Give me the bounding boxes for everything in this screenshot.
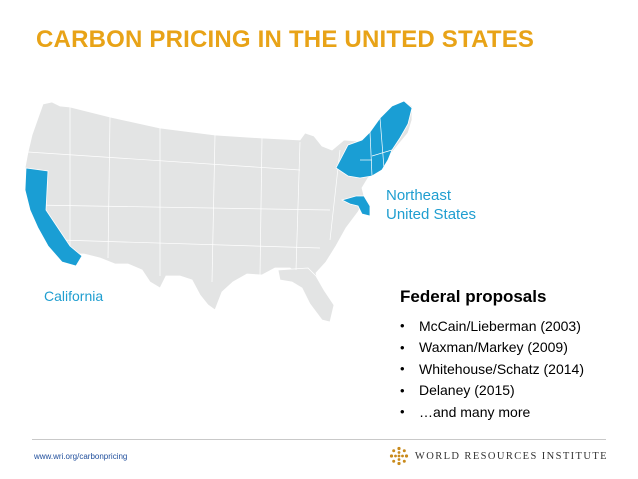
proposal-item: • McCain/Lieberman (2003) [400,315,636,337]
proposal-item: • Whitehouse/Schatz (2014) [400,358,636,380]
northeast-label-line-1: Northeast [386,187,452,204]
wri-dots-logo-icon [389,446,409,466]
proposal-text: Whitehouse/Schatz (2014) [419,360,584,377]
northeast-label: Northeast United States [386,186,476,224]
bullet-icon: • [400,361,405,377]
state-borders [27,107,341,283]
bullet-icon: • [400,404,405,420]
proposal-item: • Waxman/Markey (2009) [400,337,636,359]
org-logo: WORLD RESOURCES INSTITUTE [389,446,608,466]
proposal-text: Delaney (2015) [419,382,515,399]
northeast-label-line-2: United States [386,206,477,223]
maryland-delaware-shape [340,195,371,217]
california-label: California [44,288,104,304]
proposal-text: Waxman/Markey (2009) [419,339,568,356]
bullet-icon: • [400,382,405,398]
proposals-heading: Federal proposals [400,287,547,306]
org-name: WORLD RESOURCES INSTITUTE [414,450,608,462]
proposal-list: • McCain/Lieberman (2003) • Waxman/Markey … [400,315,636,423]
bullet-icon: • [400,318,405,334]
california-shape [24,167,83,267]
footer-url-link[interactable]: www.wri.org/carbonpricing [34,452,128,461]
footer-divider [32,439,606,440]
florida-shape [277,267,335,323]
northeast-shape [335,100,413,179]
northeast-state-borders [360,117,393,177]
proposal-item: • …and many more [400,401,636,423]
bullet-icon: • [400,339,405,355]
slide-title: CARBON PRICING IN THE UNITED STATES [36,26,535,53]
proposal-item: • Delaney (2015) [400,380,636,402]
federal-proposals: Federal proposals • McCain/Lieberman (200… [400,287,636,423]
proposal-text: McCain/Lieberman (2003) [419,317,581,334]
proposal-text: …and many more [419,403,531,420]
